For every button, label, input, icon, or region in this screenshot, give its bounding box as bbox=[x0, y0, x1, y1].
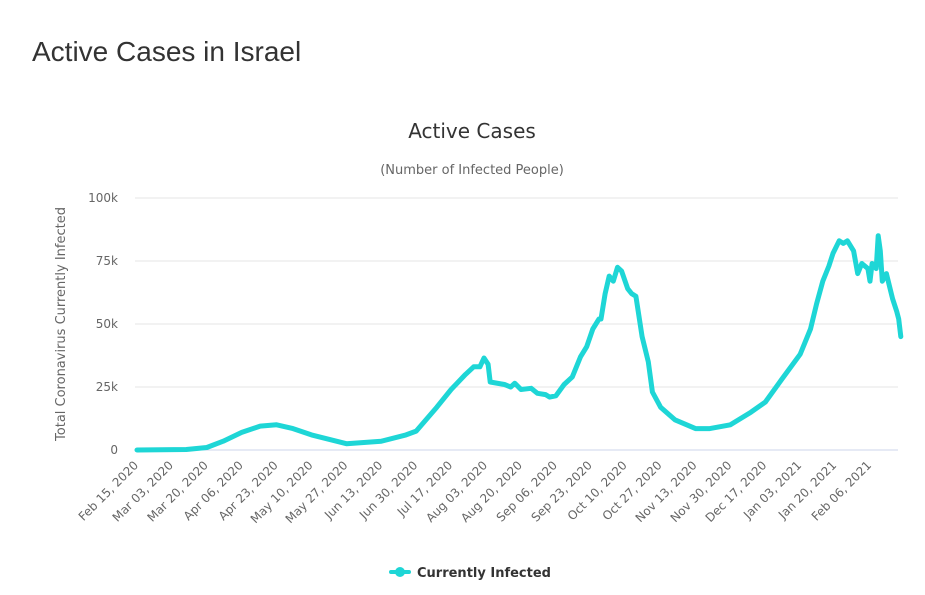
legend-label: Currently Infected bbox=[417, 566, 551, 581]
x-tick-label: Mar 03, 2020 bbox=[110, 458, 176, 524]
x-tick-label: Nov 13, 2020 bbox=[633, 458, 700, 525]
y-axis-label: Total Coronavirus Currently Infected bbox=[54, 207, 69, 442]
y-tick-label: 75k bbox=[96, 254, 118, 268]
x-tick-label: Aug 03, 2020 bbox=[423, 458, 490, 525]
legend-marker-icon bbox=[395, 567, 405, 577]
x-tick-label: Feb 15, 2020 bbox=[76, 458, 141, 523]
x-tick-label: Mar 20, 2020 bbox=[145, 458, 211, 524]
legend-item-currently-infected[interactable]: Currently Infected bbox=[389, 566, 551, 581]
y-tick-label: 25k bbox=[96, 380, 118, 394]
y-tick-label: 100k bbox=[88, 191, 118, 205]
x-tick-label: Dec 17, 2020 bbox=[703, 458, 770, 525]
x-tick-label: Sep 23, 2020 bbox=[529, 458, 595, 524]
series-line-currently-infected bbox=[134, 233, 904, 453]
x-tick-label: Aug 20, 2020 bbox=[458, 458, 525, 525]
x-tick-label: Nov 30, 2020 bbox=[668, 458, 735, 525]
y-tick-label: 0 bbox=[110, 443, 118, 457]
x-tick-label: Sep 06, 2020 bbox=[494, 458, 560, 524]
chart-title: Active Cases bbox=[408, 119, 536, 143]
page-title: Active Cases in Israel bbox=[32, 36, 302, 67]
chart-subtitle: (Number of Infected People) bbox=[380, 163, 564, 178]
y-tick-label: 50k bbox=[96, 317, 118, 331]
